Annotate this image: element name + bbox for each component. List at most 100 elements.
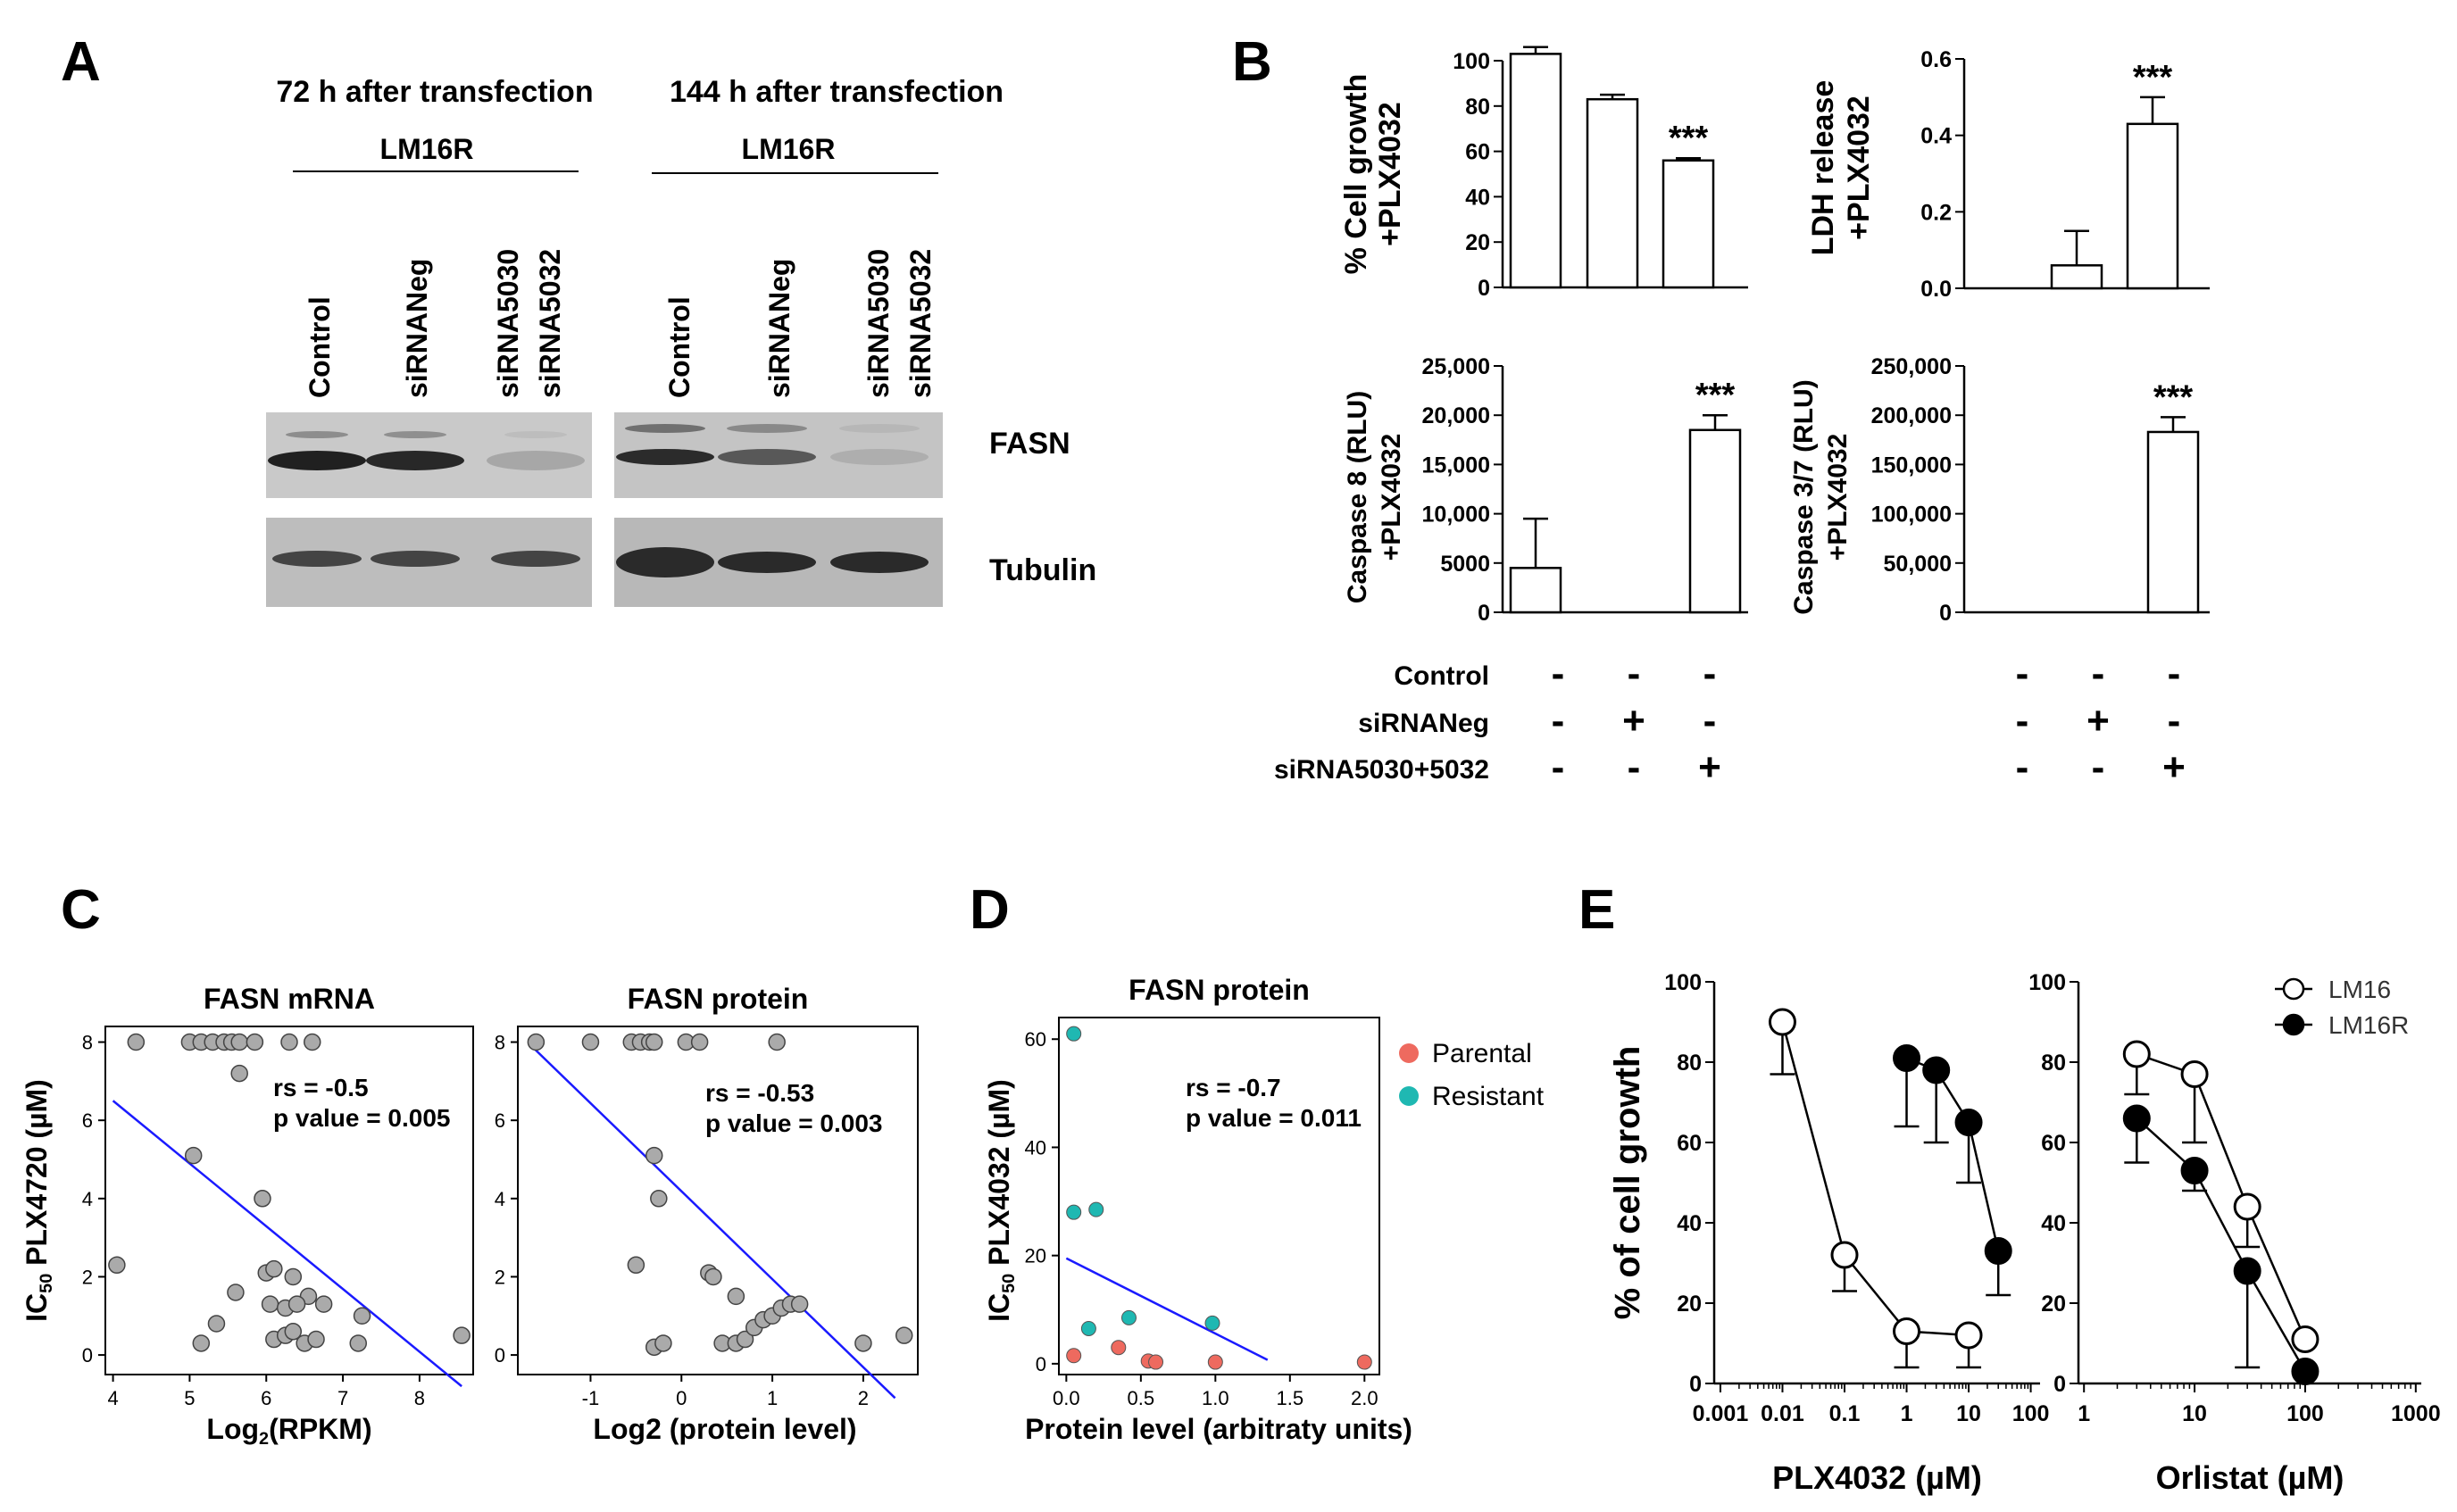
lane-label-sirnaneg: siRNANeg <box>763 259 795 398</box>
y-tick-label: 80 <box>1677 1051 1702 1076</box>
condition-sign: - <box>1552 699 1565 743</box>
plot-frame <box>1058 1017 1380 1375</box>
scatter-point <box>690 1033 709 1051</box>
dose-point-lm16r <box>1893 1044 1921 1072</box>
dose-point-lm16r <box>2291 1358 2320 1385</box>
x-tick-label: 1000 <box>2391 1401 2441 1426</box>
y-tick-label: 80 <box>2041 1051 2066 1076</box>
x-tick-label: 0.01 <box>1761 1401 1804 1426</box>
x-tick-label: 0.001 <box>1693 1401 1749 1426</box>
scatter-point <box>895 1326 913 1344</box>
fasn-band <box>487 451 585 470</box>
scatter-point <box>127 1033 146 1051</box>
panel-letter-e: E <box>1578 879 1615 941</box>
scatter-point <box>184 1146 203 1165</box>
legend-marker-lm16r <box>2282 1013 2305 1036</box>
tubulin-band <box>371 551 460 567</box>
x-tick-label: 10 <box>2182 1401 2207 1426</box>
legend-marker-resistant <box>1399 1086 1419 1106</box>
plot-frame <box>517 1026 919 1375</box>
band-label-tubulin: Tubulin <box>989 553 1096 587</box>
x-tick-label: 7 <box>337 1387 348 1409</box>
scatter-point-parental <box>1111 1340 1127 1356</box>
bar <box>1662 159 1715 289</box>
scatter-point <box>192 1334 211 1352</box>
x-axis-title: Protein level (arbitraty units) <box>1025 1413 1412 1445</box>
scatter-point-parental <box>1356 1354 1372 1370</box>
y-axis-title: +PLX4032 <box>1842 96 1876 240</box>
dose-point-lm16 <box>2180 1060 2209 1088</box>
y-tick-label: 10,000 <box>1422 503 1490 528</box>
stat-label: p value = 0.003 <box>705 1109 882 1137</box>
scatter-point <box>736 1330 754 1349</box>
blot-header-72h: 72 h after transfection <box>276 75 593 109</box>
plot-title: FASN mRNA <box>204 983 375 1015</box>
panel-letter-d: D <box>970 879 1010 941</box>
blot-cell-line-72h: LM16R <box>380 133 474 165</box>
x-tick-label: 100 <box>2012 1401 2050 1426</box>
x-tick-label: 5 <box>184 1387 195 1409</box>
y-tick-label: 20,000 <box>1422 403 1490 428</box>
dose-curve-lm16 <box>1781 1021 1970 1337</box>
scatter-point <box>108 1256 126 1275</box>
fasn-band <box>625 424 705 433</box>
y-tick-label: 0 <box>82 1344 93 1367</box>
stat-label: p value = 0.011 <box>1186 1104 1362 1132</box>
x-tick-label: 2.0 <box>1351 1387 1378 1409</box>
fasn-band <box>839 424 920 433</box>
scatter-point <box>230 1033 248 1051</box>
dose-curve-lm16r <box>1906 1057 2000 1251</box>
regression-line <box>1065 1257 1269 1361</box>
y-tick-label: 60 <box>1677 1131 1702 1156</box>
y-tick-label: 0 <box>1036 1353 1046 1375</box>
bar <box>1688 428 1742 614</box>
legend-label-lm16r: LM16R <box>2328 1011 2409 1039</box>
condition-sign: - <box>1703 699 1717 743</box>
bar <box>1509 567 1562 614</box>
fasn-band <box>366 451 464 470</box>
scatter-point-resistant <box>1066 1204 1082 1220</box>
scatter-point <box>304 1033 321 1051</box>
scatter-point <box>246 1033 264 1051</box>
y-tick-label: 200,000 <box>1871 403 1952 428</box>
scatter-point-parental <box>1148 1354 1164 1370</box>
y-tick-label: 15,000 <box>1422 453 1490 478</box>
y-tick-label: 0 <box>495 1344 505 1367</box>
y-axis-title: Caspase 8 (RLU) <box>1343 391 1372 603</box>
scatter-point-resistant <box>1088 1201 1104 1217</box>
legend-marker-parental <box>1399 1043 1419 1063</box>
panel-letter-b: B <box>1232 31 1272 93</box>
x-tick-label: 1 <box>2078 1401 2090 1426</box>
x-tick-label: 6 <box>261 1387 271 1409</box>
scatter-point <box>254 1190 271 1208</box>
y-tick-label: 0 <box>2053 1372 2066 1397</box>
dose-point-lm16 <box>2233 1192 2261 1221</box>
plot-title: FASN protein <box>628 983 809 1015</box>
x-tick-label: 0.1 <box>1829 1401 1861 1426</box>
condition-sign: - <box>1552 745 1565 789</box>
y-tick-label: 80 <box>1465 95 1490 120</box>
condition-label: siRNANeg <box>1358 709 1489 738</box>
y-tick-label: 25,000 <box>1422 354 1490 379</box>
scatter-point-parental <box>1207 1354 1223 1370</box>
lane-label-control: Control <box>663 296 695 398</box>
dose-curve-lm16 <box>2136 1052 2307 1340</box>
fasn-band <box>384 431 446 438</box>
y-tick-label: 50,000 <box>1884 552 1952 577</box>
x-tick-label: 0.0 <box>1053 1387 1080 1409</box>
scatter-point <box>704 1267 722 1286</box>
y-tick-label: 4 <box>495 1188 505 1210</box>
bar <box>2126 122 2179 290</box>
fasn-band <box>727 424 807 433</box>
significance-marker: *** <box>2133 59 2173 96</box>
y-axis-title: +PLX4032 <box>1373 102 1407 246</box>
condition-sign: - <box>1628 745 1641 789</box>
condition-sign: + <box>1622 699 1645 743</box>
dose-point-lm16 <box>1893 1317 1921 1345</box>
y-axis-title: % Cell growth <box>1339 74 1373 275</box>
y-tick-label: 2 <box>495 1266 505 1288</box>
y-tick-label: 0 <box>1689 1372 1702 1397</box>
blot-cell-line-144h: LM16R <box>742 133 836 165</box>
y-tick-label: 20 <box>1025 1245 1046 1267</box>
